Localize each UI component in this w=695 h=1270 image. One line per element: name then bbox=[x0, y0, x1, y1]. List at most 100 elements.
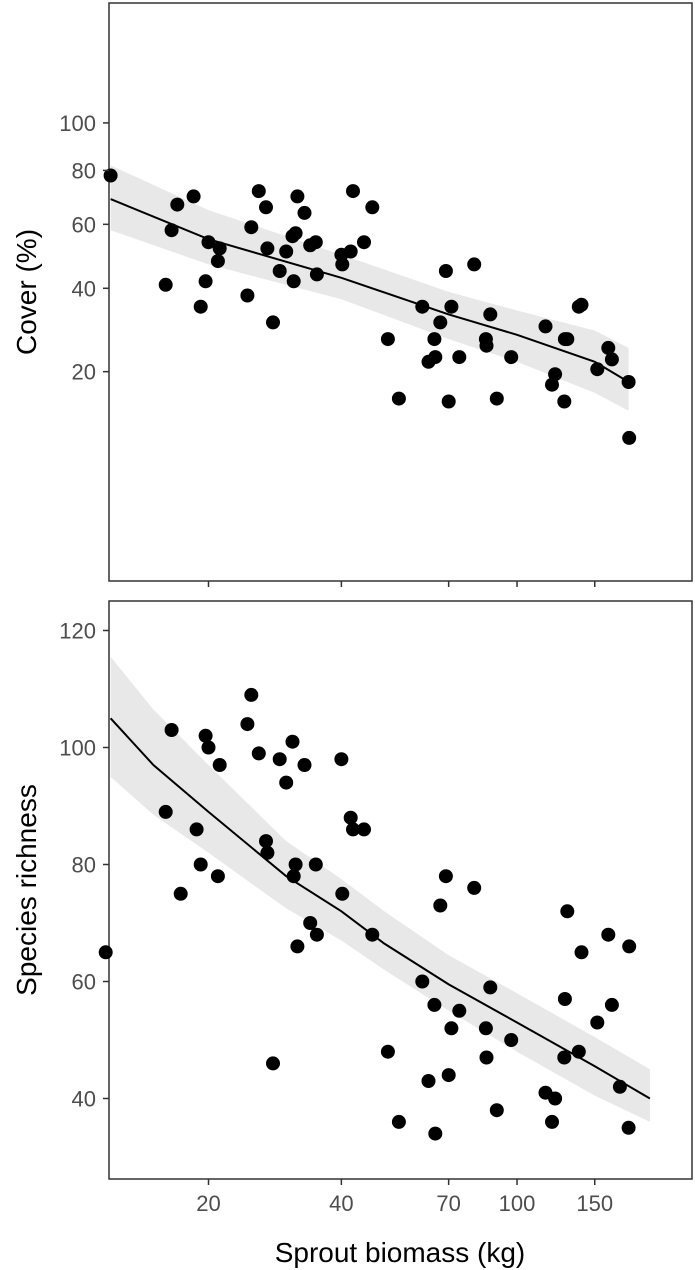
richness-data-point bbox=[308, 857, 323, 872]
richness-data-point bbox=[444, 1021, 459, 1036]
cover-y-axis: 20 40 60 80 100 bbox=[59, 111, 109, 385]
richness-data-point bbox=[343, 810, 358, 825]
richness-data-point bbox=[279, 775, 294, 790]
cover-data-point bbox=[467, 257, 482, 272]
cover-data-point bbox=[479, 338, 494, 353]
cover-data-point bbox=[193, 299, 208, 314]
richness-data-point bbox=[288, 857, 303, 872]
cover-data-point bbox=[415, 299, 430, 314]
cover-data-point bbox=[343, 244, 358, 259]
richness-confidence-band bbox=[110, 656, 650, 1122]
biomass-x-tick-label: 20 bbox=[196, 1191, 220, 1216]
cover-data-point bbox=[240, 288, 255, 303]
cover-data-point bbox=[164, 223, 179, 238]
biomass-x-axis: 20 40 70 100 150 bbox=[196, 1179, 613, 1216]
richness-data-point bbox=[483, 980, 498, 995]
cover-data-point bbox=[288, 226, 303, 241]
richness-y-tick-label: 40 bbox=[72, 1087, 96, 1112]
richness-data-point bbox=[335, 886, 350, 901]
cover-data-point bbox=[198, 274, 213, 289]
cover-data-point bbox=[272, 264, 287, 278]
biomass-x-tick-label: 150 bbox=[576, 1191, 613, 1216]
cover-data-point bbox=[260, 241, 275, 256]
richness-data-point bbox=[334, 752, 349, 767]
richness-data-point bbox=[290, 939, 305, 954]
cover-data-point bbox=[548, 367, 563, 382]
richness-data-point bbox=[590, 1015, 605, 1030]
richness-data-point bbox=[365, 927, 380, 942]
richness-data-point bbox=[346, 822, 360, 837]
richness-data-point bbox=[240, 717, 255, 732]
richness-data-point bbox=[601, 927, 616, 942]
richness-fit-line bbox=[109, 717, 651, 1100]
cover-data-point bbox=[428, 350, 443, 365]
cover-y-tick-label: 40 bbox=[72, 276, 96, 301]
cover-data-point bbox=[433, 315, 448, 330]
richness-data-point bbox=[574, 945, 589, 960]
cover-data-point bbox=[279, 244, 294, 259]
richness-data-point bbox=[285, 734, 300, 749]
richness-y-axis-title: Species richness bbox=[11, 784, 42, 996]
richness-data-point bbox=[309, 927, 324, 942]
richness-data-point bbox=[571, 1044, 586, 1059]
richness-data-point bbox=[272, 752, 287, 767]
cover-data-point bbox=[170, 197, 185, 212]
richness-data-point bbox=[560, 904, 575, 919]
richness-data-point bbox=[612, 1079, 627, 1094]
cover-data-point bbox=[210, 254, 225, 269]
richness-data-point bbox=[158, 804, 173, 819]
cover-data-point bbox=[483, 307, 498, 322]
cover-y-tick-label: 60 bbox=[72, 212, 96, 237]
cover-data-point bbox=[251, 184, 266, 199]
richness-data-point bbox=[428, 1126, 443, 1141]
cover-data-point bbox=[380, 332, 395, 347]
richness-data-point bbox=[604, 997, 619, 1012]
cover-data-point bbox=[538, 319, 553, 334]
cover-data-point bbox=[365, 200, 380, 215]
richness-data-point bbox=[201, 740, 216, 755]
biomass-x-tick-label: 70 bbox=[436, 1191, 460, 1216]
richness-data-point bbox=[441, 1068, 456, 1083]
richness-data-point bbox=[251, 746, 266, 761]
biomass-x-axis-title: Sprout biomass (kg) bbox=[275, 1237, 526, 1268]
richness-data-point bbox=[438, 869, 453, 884]
richness-data-points bbox=[98, 687, 637, 1141]
cover-data-point bbox=[357, 235, 371, 250]
cover-data-point bbox=[290, 189, 305, 204]
biomass-x-tick-label: 40 bbox=[329, 1191, 353, 1216]
richness-y-tick-label: 120 bbox=[59, 619, 96, 644]
cover-data-point bbox=[560, 332, 575, 347]
richness-data-point bbox=[380, 1044, 395, 1059]
richness-data-point bbox=[548, 1091, 563, 1106]
richness-data-point bbox=[479, 1050, 494, 1065]
cover-data-point bbox=[557, 394, 572, 409]
richness-data-point bbox=[504, 1033, 519, 1047]
cover-data-point bbox=[391, 391, 406, 406]
cover-data-point bbox=[441, 394, 456, 409]
cover-data-point bbox=[335, 257, 350, 272]
richness-data-point bbox=[622, 939, 637, 954]
richness-data-point bbox=[303, 916, 318, 930]
richness-data-point bbox=[189, 822, 204, 837]
richness-data-point bbox=[164, 723, 179, 737]
cover-data-point bbox=[201, 235, 216, 250]
richness-data-point bbox=[421, 1074, 436, 1088]
cover-data-point bbox=[346, 184, 360, 199]
cover-data-point bbox=[452, 350, 467, 365]
cover-data-point bbox=[297, 205, 312, 220]
richness-data-point bbox=[198, 728, 213, 743]
richness-data-point bbox=[452, 1003, 467, 1018]
richness-y-tick-label: 60 bbox=[72, 970, 96, 995]
richness-data-point bbox=[427, 997, 442, 1012]
cover-data-point bbox=[266, 315, 280, 330]
cover-data-point bbox=[308, 235, 323, 250]
cover-data-point bbox=[622, 430, 637, 445]
cover-data-point bbox=[186, 189, 201, 204]
richness-data-point bbox=[415, 974, 430, 989]
richness-data-point bbox=[193, 857, 208, 872]
biomass-x-tick-label: 100 bbox=[499, 1191, 536, 1216]
richness-data-point bbox=[286, 869, 301, 884]
cover-data-point bbox=[601, 340, 616, 355]
richness-data-point bbox=[210, 869, 225, 884]
